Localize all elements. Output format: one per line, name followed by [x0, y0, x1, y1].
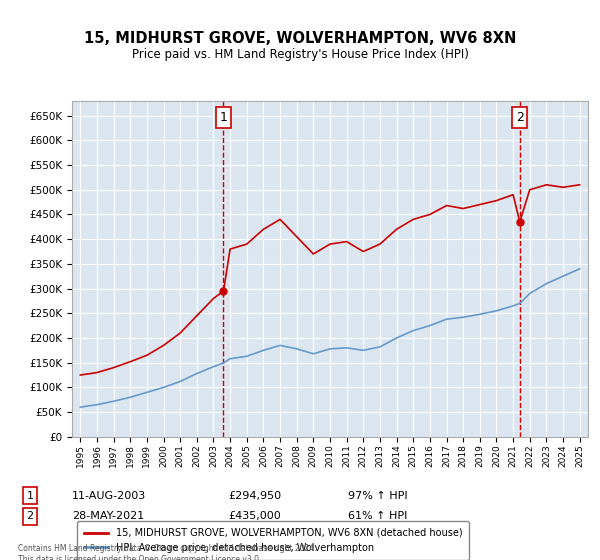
Text: 1: 1 — [220, 111, 227, 124]
Text: 97% ↑ HPI: 97% ↑ HPI — [348, 491, 407, 501]
Text: 2: 2 — [516, 111, 524, 124]
Text: 15, MIDHURST GROVE, WOLVERHAMPTON, WV6 8XN: 15, MIDHURST GROVE, WOLVERHAMPTON, WV6 8… — [84, 31, 516, 46]
Text: 28-MAY-2021: 28-MAY-2021 — [72, 511, 144, 521]
Text: 1: 1 — [26, 491, 34, 501]
Text: £294,950: £294,950 — [228, 491, 281, 501]
Legend: 15, MIDHURST GROVE, WOLVERHAMPTON, WV6 8XN (detached house), HPI: Average price,: 15, MIDHURST GROVE, WOLVERHAMPTON, WV6 8… — [77, 521, 469, 559]
Text: 61% ↑ HPI: 61% ↑ HPI — [348, 511, 407, 521]
Text: 11-AUG-2003: 11-AUG-2003 — [72, 491, 146, 501]
Text: 2: 2 — [26, 511, 34, 521]
Text: £435,000: £435,000 — [228, 511, 281, 521]
Text: Contains HM Land Registry data © Crown copyright and database right 2024.
This d: Contains HM Land Registry data © Crown c… — [18, 544, 317, 560]
Text: Price paid vs. HM Land Registry's House Price Index (HPI): Price paid vs. HM Land Registry's House … — [131, 48, 469, 60]
